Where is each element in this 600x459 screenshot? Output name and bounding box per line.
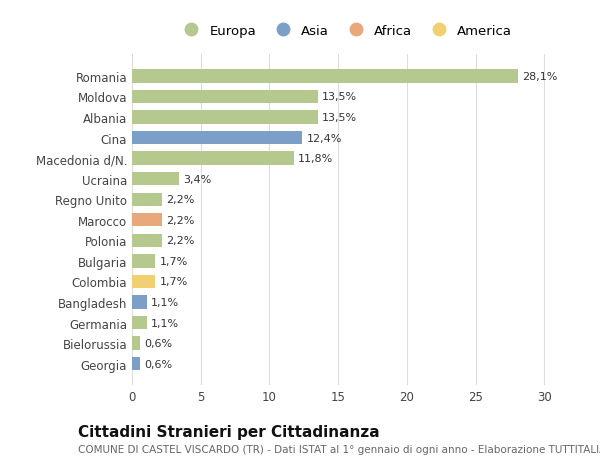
Text: 11,8%: 11,8% xyxy=(298,154,334,164)
Text: Cittadini Stranieri per Cittadinanza: Cittadini Stranieri per Cittadinanza xyxy=(78,425,380,440)
Bar xyxy=(132,357,140,370)
Bar xyxy=(132,132,302,145)
Text: COMUNE DI CASTEL VISCARDO (TR) - Dati ISTAT al 1° gennaio di ogni anno - Elabora: COMUNE DI CASTEL VISCARDO (TR) - Dati IS… xyxy=(78,444,600,454)
Bar xyxy=(132,90,317,104)
Text: 1,7%: 1,7% xyxy=(160,256,188,266)
Bar xyxy=(132,275,155,289)
Bar xyxy=(132,193,162,207)
Text: 0,6%: 0,6% xyxy=(145,338,172,348)
Text: 13,5%: 13,5% xyxy=(322,113,357,123)
Bar xyxy=(132,316,147,330)
Legend: Europa, Asia, Africa, America: Europa, Asia, Africa, America xyxy=(175,22,515,40)
Bar xyxy=(132,152,294,165)
Text: 0,6%: 0,6% xyxy=(145,359,172,369)
Bar xyxy=(132,173,179,186)
Text: 2,2%: 2,2% xyxy=(166,236,195,246)
Bar xyxy=(132,70,518,84)
Text: 1,7%: 1,7% xyxy=(160,277,188,287)
Text: 28,1%: 28,1% xyxy=(522,72,557,82)
Bar xyxy=(132,296,147,309)
Bar xyxy=(132,255,155,268)
Text: 12,4%: 12,4% xyxy=(307,133,342,143)
Bar xyxy=(132,234,162,247)
Bar xyxy=(132,213,162,227)
Text: 3,4%: 3,4% xyxy=(183,174,211,185)
Text: 1,1%: 1,1% xyxy=(151,297,179,308)
Text: 2,2%: 2,2% xyxy=(166,195,195,205)
Text: 2,2%: 2,2% xyxy=(166,215,195,225)
Text: 13,5%: 13,5% xyxy=(322,92,357,102)
Bar xyxy=(132,337,140,350)
Text: 1,1%: 1,1% xyxy=(151,318,179,328)
Bar xyxy=(132,111,317,124)
